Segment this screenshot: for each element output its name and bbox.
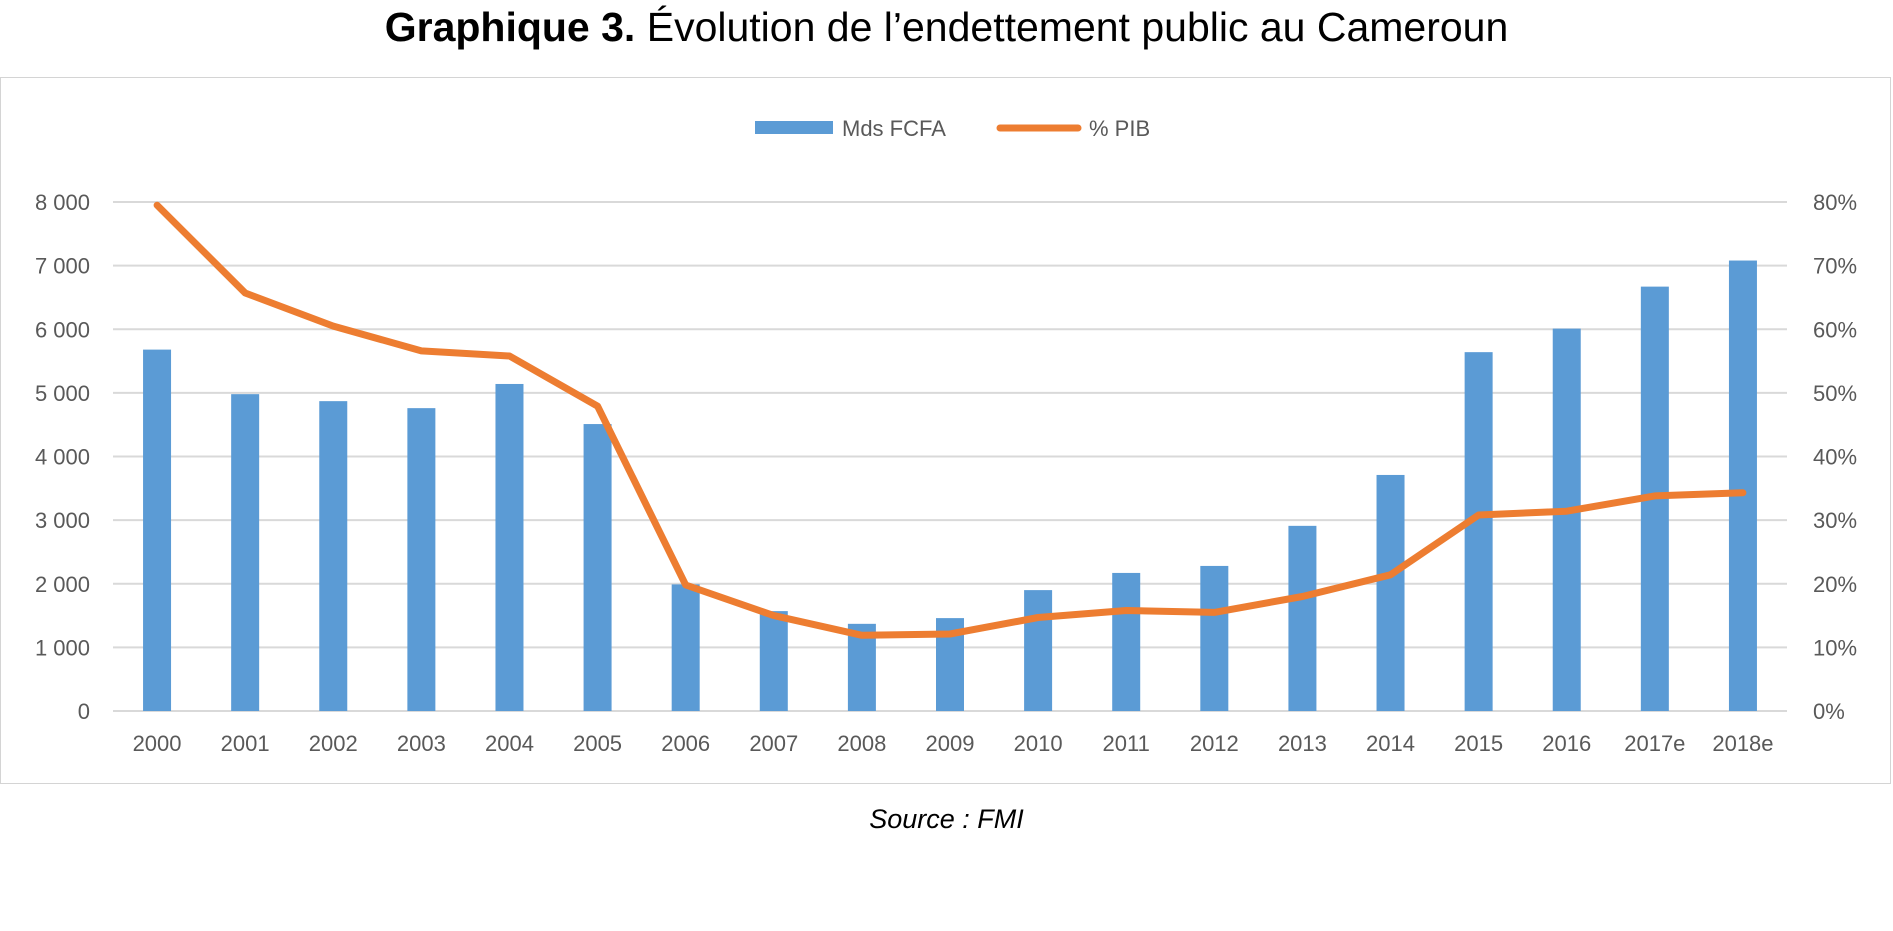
page-title: Graphique 3. Évolution de l’endettement … <box>0 4 1893 51</box>
line-point <box>1212 610 1217 615</box>
x-tick-label: 2014 <box>1366 731 1415 756</box>
x-tick-label: 2006 <box>661 731 710 756</box>
line-point <box>1388 572 1393 577</box>
bar <box>1024 590 1053 711</box>
y-right-tick-label: 40% <box>1813 445 1857 470</box>
x-tick-label: 2017e <box>1624 731 1685 756</box>
y-right-tick-label: 50% <box>1813 381 1857 406</box>
x-tick-label: 2009 <box>926 731 975 756</box>
x-tick-label: 2013 <box>1278 731 1327 756</box>
y-right-tick-label: 20% <box>1813 572 1857 597</box>
line-series-pib <box>153 201 1747 639</box>
x-tick-label: 2001 <box>221 731 270 756</box>
x-tick-label: 2002 <box>309 731 358 756</box>
bar <box>1376 474 1405 711</box>
y-left-tick-label: 2 000 <box>35 572 90 597</box>
line-point <box>1652 493 1657 498</box>
y-left-tick-label: 1 000 <box>35 635 90 660</box>
y-right-tick-label: 60% <box>1813 317 1857 342</box>
x-tick-label: 2016 <box>1542 731 1591 756</box>
line-point <box>859 633 864 638</box>
y-right-tick-label: 10% <box>1813 635 1857 660</box>
line-point <box>1476 513 1481 518</box>
title-text: Évolution de l’endettement public au Cam… <box>646 4 1509 50</box>
bar <box>671 584 700 711</box>
y-left-tick-label: 3 000 <box>35 508 90 533</box>
line-point <box>331 324 336 329</box>
x-tick-label: 2011 <box>1103 731 1150 756</box>
x-tick-label: 2015 <box>1454 731 1503 756</box>
y-left-tick-label: 4 000 <box>35 445 90 470</box>
bar <box>1464 352 1493 711</box>
x-tick-label: 2003 <box>397 731 446 756</box>
x-tick-label: 2000 <box>133 731 182 756</box>
line-point <box>243 290 248 295</box>
y-right-tick-label: 0% <box>1813 699 1845 724</box>
y-right-tick-label: 30% <box>1813 508 1857 533</box>
bar <box>1112 572 1141 711</box>
bar <box>319 401 348 711</box>
y-left-tick-label: 7 000 <box>35 254 90 279</box>
bar <box>1552 328 1581 711</box>
line-point <box>1300 594 1305 599</box>
bar <box>1728 260 1757 711</box>
legend-swatch-bars <box>755 121 833 134</box>
x-tick-label: 2018e <box>1712 731 1773 756</box>
bar <box>1288 525 1317 711</box>
line-point <box>419 348 424 353</box>
line-point <box>595 404 600 409</box>
title-prefix: Graphique 3. <box>384 4 636 50</box>
x-tick-label: 2005 <box>573 731 622 756</box>
y-left-tick-label: 8 000 <box>35 190 90 215</box>
legend-label-line: % PIB <box>1089 116 1150 141</box>
line-point <box>683 583 688 588</box>
bar <box>231 394 260 711</box>
bar <box>759 611 788 711</box>
bar <box>143 349 172 711</box>
bar <box>495 383 524 711</box>
chart-frame <box>0 77 1891 784</box>
bar <box>583 424 612 711</box>
line-point <box>1124 608 1129 613</box>
bar <box>407 408 436 711</box>
y-left-tick-label: 6 000 <box>35 317 90 342</box>
x-tick-label: 2012 <box>1190 731 1239 756</box>
bar <box>1200 565 1229 711</box>
line-point <box>155 203 160 208</box>
line-point <box>1740 490 1745 495</box>
x-tick-label: 2010 <box>1014 731 1063 756</box>
line-point <box>948 632 952 637</box>
y-left-tick-label: 5 000 <box>35 381 90 406</box>
x-tick-label: 2004 <box>485 731 534 756</box>
source-note: Source : FMI <box>869 804 1024 834</box>
y-right-tick-label: 80% <box>1813 190 1857 215</box>
line-point <box>1036 615 1041 620</box>
x-tick-label: 2008 <box>837 731 886 756</box>
y-left-tick-label: 0 <box>78 699 90 724</box>
legend-label-bars: Mds FCFA <box>842 116 946 141</box>
y-right-tick-label: 70% <box>1813 254 1857 279</box>
line-point <box>771 613 776 618</box>
line-point <box>1564 509 1569 514</box>
x-tick-label: 2007 <box>749 731 798 756</box>
line-point <box>507 353 512 358</box>
